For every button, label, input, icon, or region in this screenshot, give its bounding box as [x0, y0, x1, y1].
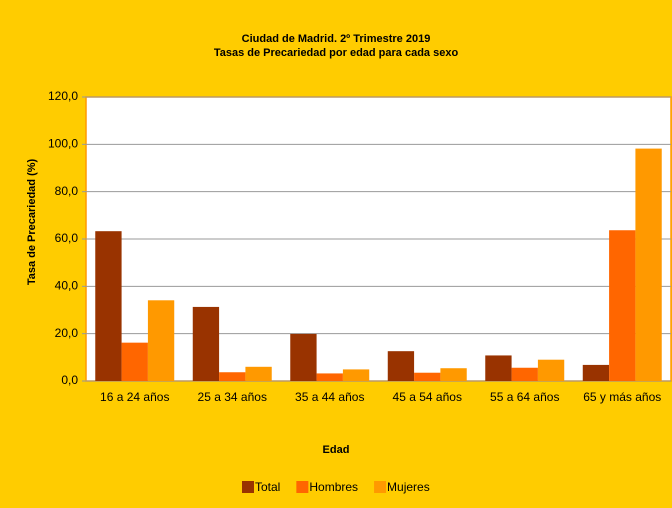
y-tick-label: 20,0	[55, 326, 79, 340]
bar	[147, 300, 175, 381]
bar	[121, 342, 148, 381]
y-tick-label: 80,0	[55, 184, 79, 198]
legend-swatch	[242, 481, 254, 493]
x-tick-label: 25 a 34 años	[198, 390, 267, 404]
legend-swatch	[296, 481, 309, 493]
x-tick-label: 35 a 44 años	[295, 390, 364, 404]
chart-title: Ciudad de Madrid. 2º Trimestre 2019	[242, 33, 431, 45]
x-tick-label: 55 a 64 años	[490, 390, 559, 404]
bar	[485, 355, 512, 381]
legend-swatch	[374, 481, 387, 493]
bar	[387, 351, 415, 381]
x-tick-label: 45 a 54 años	[393, 390, 462, 404]
legend-label: Total	[255, 480, 280, 494]
bar	[635, 148, 662, 381]
chart-subtitle: Tasas de Precariedad por edad para cada …	[214, 47, 459, 59]
y-tick-label: 40,0	[55, 279, 79, 293]
bar	[440, 368, 467, 381]
legend-label: Mujeres	[387, 480, 430, 494]
y-tick-label: 120,0	[48, 89, 78, 103]
bar	[219, 372, 246, 381]
bar	[609, 230, 636, 381]
x-axis-title: Edad	[323, 444, 350, 456]
y-tick-label: 100,0	[48, 137, 78, 151]
bar	[245, 366, 272, 381]
y-tick-label: 60,0	[55, 231, 79, 245]
bar	[511, 367, 538, 381]
x-tick-label: 16 a 24 años	[100, 390, 169, 404]
bar	[290, 333, 317, 381]
legend-label: Hombres	[309, 480, 358, 494]
bar	[95, 231, 122, 381]
bar	[316, 373, 343, 381]
bar	[414, 372, 441, 381]
bar	[192, 306, 220, 381]
bar	[582, 364, 610, 381]
y-axis-title: Tasa de Precariedad (%)	[26, 158, 38, 285]
y-tick-label: 0,0	[61, 373, 78, 387]
x-tick-label: 65 y más años	[583, 390, 661, 404]
bar	[342, 369, 370, 381]
bar	[537, 359, 565, 381]
